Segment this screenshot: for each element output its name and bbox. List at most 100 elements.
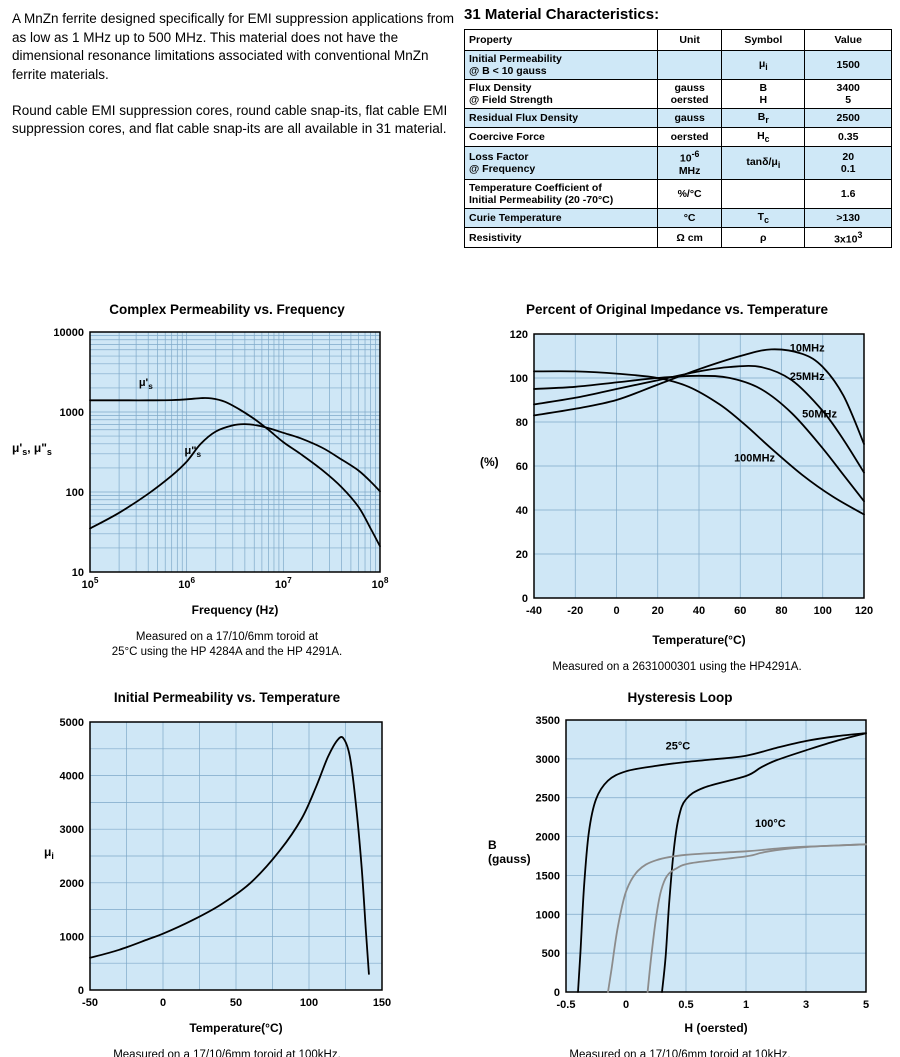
table-cell: 1.6	[804, 178, 892, 209]
material-characteristics-section: 31 Material Characteristics: Property Uni…	[463, 6, 892, 249]
svg-text:108: 108	[372, 576, 389, 591]
series-curve	[89, 736, 370, 975]
table-row: Curie Temperature °C Tc >130	[463, 207, 892, 228]
table-row: Temperature Coefficient of Initial Permea…	[463, 178, 892, 209]
table-row: Residual Flux Density gauss Br 2500	[463, 107, 892, 129]
svg-text:4000: 4000	[60, 771, 84, 783]
chart-title: Initial Permeability vs. Temperature	[113, 690, 341, 705]
table-cell	[721, 178, 806, 209]
svg-text:μ"s: μ"s	[185, 445, 202, 459]
chart-title: Complex Permeability vs. Frequency	[109, 302, 345, 317]
table-cell: Temperature Coefficient of Initial Permea…	[463, 178, 659, 209]
table-header-cell: Unit	[657, 29, 723, 51]
svg-text:100: 100	[66, 487, 84, 499]
svg-text:-0.5: -0.5	[557, 999, 576, 1011]
plot-border	[565, 719, 867, 993]
svg-text:10: 10	[72, 567, 84, 579]
table-cell: °C	[657, 207, 723, 228]
table-cell	[657, 50, 723, 80]
svg-text:10000: 10000	[53, 327, 84, 339]
series-curves	[89, 736, 370, 975]
series-curves	[533, 348, 865, 516]
svg-text:Temperature(°C): Temperature(°C)	[189, 1021, 282, 1035]
hysteresis-loop-plot: -0.5 0 0.5 1 3 50500100015002000250030003500H…	[488, 715, 870, 1035]
svg-text:60: 60	[734, 605, 746, 617]
plot-area	[566, 720, 866, 992]
svg-text:Temperature(°C): Temperature(°C)	[652, 633, 745, 647]
characteristics-table: Property Unit Symbol Value Initial Permeabi…	[463, 29, 892, 249]
svg-text:60: 60	[516, 461, 528, 473]
table-cell: 3x103	[804, 226, 892, 249]
plot-border	[89, 721, 383, 991]
svg-text:20: 20	[652, 605, 664, 617]
svg-text:1500: 1500	[536, 870, 560, 882]
svg-text:3000: 3000	[536, 754, 560, 766]
intro-paragraph-2: Round cable EMI suppression cores, round…	[12, 102, 448, 137]
svg-text:3000: 3000	[60, 824, 84, 836]
table-cell: μi	[721, 50, 806, 80]
grid-lines	[89, 721, 383, 991]
series-curve	[533, 364, 865, 474]
svg-text:5000: 5000	[60, 717, 84, 729]
svg-text:80: 80	[775, 605, 787, 617]
impedance-vs-temperature-plot: -40 -20 0 20 40 60 80 100 120 0 20 40 60 80 100 120 Temp…	[480, 329, 874, 647]
svg-text:B: B	[488, 838, 497, 852]
series-curves	[577, 732, 867, 993]
table-cell: Coercive Force	[463, 127, 659, 148]
svg-text:0: 0	[78, 985, 84, 997]
table-cell: %/°C	[657, 178, 723, 209]
table-cell: gauss oersted	[657, 79, 723, 109]
table-cell: oersted	[657, 127, 723, 148]
svg-text:105: 105	[82, 576, 99, 591]
svg-text:1000: 1000	[536, 909, 560, 921]
chart-initial-permeability: Initial Permeability vs. Temperature -50…	[10, 690, 444, 1057]
series-curve	[533, 348, 865, 445]
svg-text:100: 100	[814, 605, 832, 617]
table-cell: Resistivity	[463, 226, 659, 249]
chart-caption: Measured on a 17/10/6mm toroid at 100kHz…	[113, 1049, 341, 1057]
svg-text:μ's, μ"s: μ's, μ"s	[12, 441, 52, 457]
svg-text:3500: 3500	[536, 715, 560, 727]
table-cell: ρ	[721, 226, 806, 249]
svg-text:μi: μi	[44, 845, 54, 861]
series-curves	[89, 397, 381, 548]
table-cell: 0.35	[804, 127, 892, 148]
svg-text:(gauss): (gauss)	[488, 852, 531, 866]
svg-text:10MHz: 10MHz	[790, 343, 825, 355]
svg-text:1000: 1000	[60, 407, 84, 419]
table-row: Flux Density @ Field Strength gauss oersted…	[463, 79, 892, 109]
table-row: Resistivity Ω cm ρ 3x103	[463, 226, 892, 249]
table-cell: 3400 5	[804, 79, 892, 109]
svg-text:-40: -40	[526, 605, 542, 617]
svg-text:150: 150	[373, 997, 391, 1009]
svg-text:-50: -50	[82, 997, 98, 1009]
svg-text:2000: 2000	[536, 832, 560, 844]
svg-text:2000: 2000	[60, 878, 84, 890]
table-cell: 1500	[804, 50, 892, 80]
svg-text:25°C: 25°C	[666, 741, 691, 753]
chart-impedance-vs-temperature: Percent of Original Impedance vs. Temper…	[462, 302, 892, 675]
svg-text:1000: 1000	[60, 931, 84, 943]
svg-text:106: 106	[178, 576, 195, 591]
tick-labels: -40 -20 0 20 40 60 80 100 120 0 20 40 60 80 100 120	[510, 329, 874, 617]
svg-text:2500: 2500	[536, 793, 560, 805]
table-cell: Initial Permeability @ B < 10 gauss	[463, 50, 659, 80]
svg-text:107: 107	[275, 576, 292, 591]
initial-permeability-plot: -50 0 50 100 150010002000300040005000Tempera…	[44, 717, 392, 1035]
table-header: Property Unit Symbol Value	[463, 29, 892, 51]
chart-hysteresis-loop: Hysteresis Loop -0.5 0 0.5 1 3 5 0 500 1000 1500 2…	[470, 690, 890, 1057]
svg-text:5: 5	[863, 999, 869, 1011]
grid-lines	[89, 331, 381, 573]
series-curve	[646, 843, 867, 993]
svg-text:40: 40	[693, 605, 705, 617]
table-cell: Br	[721, 107, 806, 129]
svg-text:100°C: 100°C	[755, 818, 786, 830]
complex-permeability-plot: 105 106 107 108 10 100 1000 10000 Frequency (Hz)…	[12, 327, 389, 617]
table-cell: Hc	[721, 127, 806, 148]
chart-complex-permeability: Complex Permeability vs. Frequency 105 10…	[10, 302, 444, 660]
plot-border	[89, 331, 381, 573]
